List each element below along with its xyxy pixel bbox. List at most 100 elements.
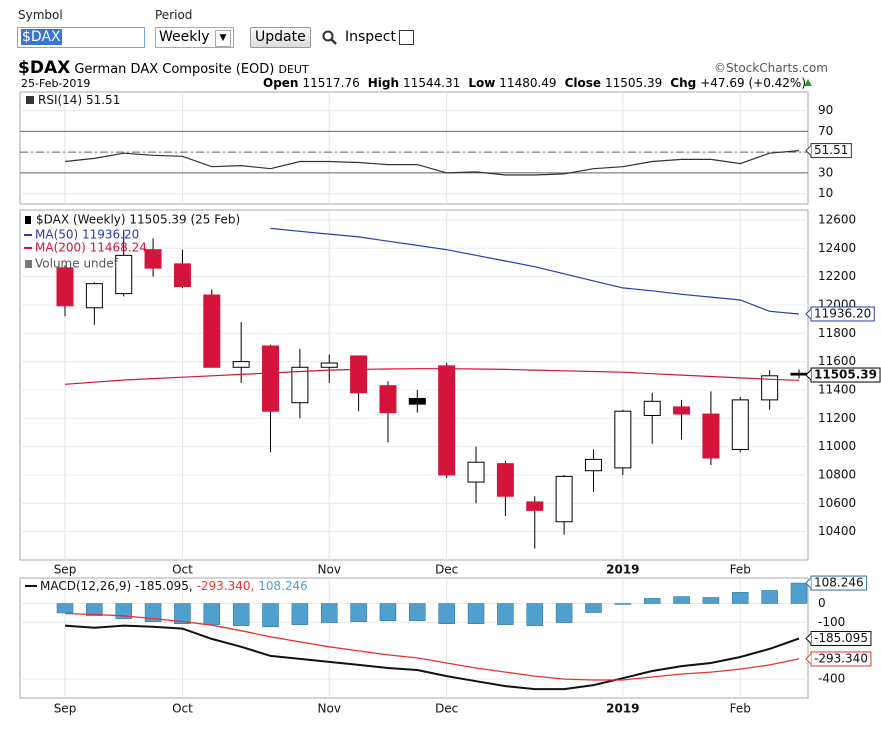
x-tick-label: Sep [54, 702, 77, 716]
y-tick-label: 11400 [818, 382, 856, 396]
legend-title: MACD(12,26,9) [40, 579, 131, 593]
legend-entry: RSI(14) 51.51 [38, 93, 120, 107]
value-box-pointer [805, 308, 812, 320]
y-tick-label: -400 [818, 672, 845, 686]
inspect-checkbox[interactable] [399, 30, 414, 45]
histogram-bar [232, 603, 250, 626]
legend-bg [22, 213, 282, 225]
y-tick-label: 10800 [818, 467, 856, 481]
header-exchange: DEUT [278, 63, 309, 76]
update-button[interactable]: Update [250, 27, 311, 48]
candle-body [262, 345, 280, 412]
candle-body [85, 283, 103, 309]
candle-body [702, 413, 720, 459]
up-arrow [804, 79, 812, 86]
histogram-bar [203, 603, 221, 625]
candle-body [350, 355, 368, 394]
period-select[interactable]: Weekly ▼ [155, 27, 234, 48]
symbol-input[interactable]: $DAX [17, 27, 145, 48]
candle-body [408, 397, 426, 405]
value-box-pointer [805, 369, 812, 381]
histogram-bar [144, 603, 162, 622]
candle-body [761, 375, 779, 401]
value-box-label: -185.095 [814, 631, 868, 645]
value-box-label: 51.51 [814, 143, 848, 157]
value-box-pointer [805, 145, 812, 156]
candle-body [790, 372, 808, 376]
stat-value: +47.69 (+0.42%) [700, 76, 806, 90]
histogram-bar [350, 603, 367, 622]
value-box-label: -293.340 [814, 651, 868, 665]
candle-body [584, 458, 602, 472]
inspect-label: Inspect [345, 29, 396, 45]
y-tick-label: 10400 [818, 524, 856, 538]
histogram-bar [732, 592, 749, 604]
candle-body [555, 475, 573, 523]
candle-body [232, 361, 250, 368]
y-tick-label: 11000 [818, 439, 856, 453]
histogram-bar [643, 598, 661, 604]
x-tick-label: Oct [172, 702, 193, 716]
y-tick-label: 12400 [818, 241, 856, 255]
stat-label: Open [263, 76, 299, 90]
candle-body [438, 365, 456, 476]
histogram-bar [673, 596, 690, 604]
value-box-label: 11505.39 [814, 368, 877, 382]
x-tick-label: Feb [730, 563, 751, 577]
candle-body [203, 294, 221, 368]
x-tick-label: Dec [435, 702, 458, 716]
y-tick-label: 0 [818, 596, 826, 610]
value-box-pointer [805, 577, 812, 589]
period-value: Weekly [159, 29, 210, 45]
panel [19, 577, 809, 699]
histogram-bar [86, 603, 103, 616]
y-tick-label: 90 [818, 103, 833, 117]
x-tick-label: 2019 [606, 563, 639, 577]
legend-icon [25, 216, 31, 224]
legend-entry: MACD(12,26,9) -185.095, -293.340, 108.24… [40, 579, 308, 593]
y-tick-label: 12200 [818, 269, 856, 283]
period-label: Period [155, 8, 193, 22]
candle-body [291, 366, 309, 404]
y-tick-label: 10 [818, 186, 833, 200]
histogram-bar [526, 603, 544, 626]
header-date: 25-Feb-2019 [21, 77, 91, 90]
y-tick-label: 11600 [818, 354, 856, 368]
moving-average [64, 368, 800, 385]
stat-label: Low [468, 76, 496, 90]
histogram-bar [56, 603, 74, 614]
candle-body [467, 461, 485, 483]
candle-body [379, 385, 397, 414]
histogram-bar [262, 603, 279, 628]
legend-value: -185.095, [135, 579, 193, 593]
histogram-bar [555, 603, 573, 623]
x-tick-label: 2019 [606, 702, 639, 716]
stat-value: 11480.49 [499, 76, 557, 90]
inspect-icon [322, 30, 337, 45]
candle-body [496, 463, 514, 497]
value-box-label: 11936.20 [814, 306, 871, 320]
y-tick-label: 10600 [818, 496, 856, 510]
candle-body [56, 267, 74, 307]
header-name: German DAX Composite (EOD) [74, 62, 275, 77]
candle-body [320, 362, 338, 368]
symbol-label: Symbol [18, 8, 63, 22]
macd-line [64, 612, 800, 681]
legend-entry: MA(200) 11468.24 [35, 241, 147, 255]
stat-value: 11505.39 [605, 76, 663, 90]
candle-body [115, 254, 133, 295]
stat-label: High [367, 76, 400, 90]
legend-value: 108.246 [258, 579, 308, 593]
value-box-label: 108.246 [814, 576, 864, 590]
value-box-pointer [805, 633, 812, 644]
y-tick-label: -100 [818, 615, 845, 629]
y-tick-label: 30 [818, 165, 833, 179]
candle-body [731, 399, 749, 450]
histogram-bar [320, 603, 338, 623]
candle-body [673, 406, 691, 415]
header-stats: Open 11517.76 High 11544.31 Low 11480.49 Close… [263, 76, 814, 90]
candle-body [173, 263, 191, 288]
histogram-bar [614, 603, 632, 605]
histogram-bar [115, 603, 132, 619]
